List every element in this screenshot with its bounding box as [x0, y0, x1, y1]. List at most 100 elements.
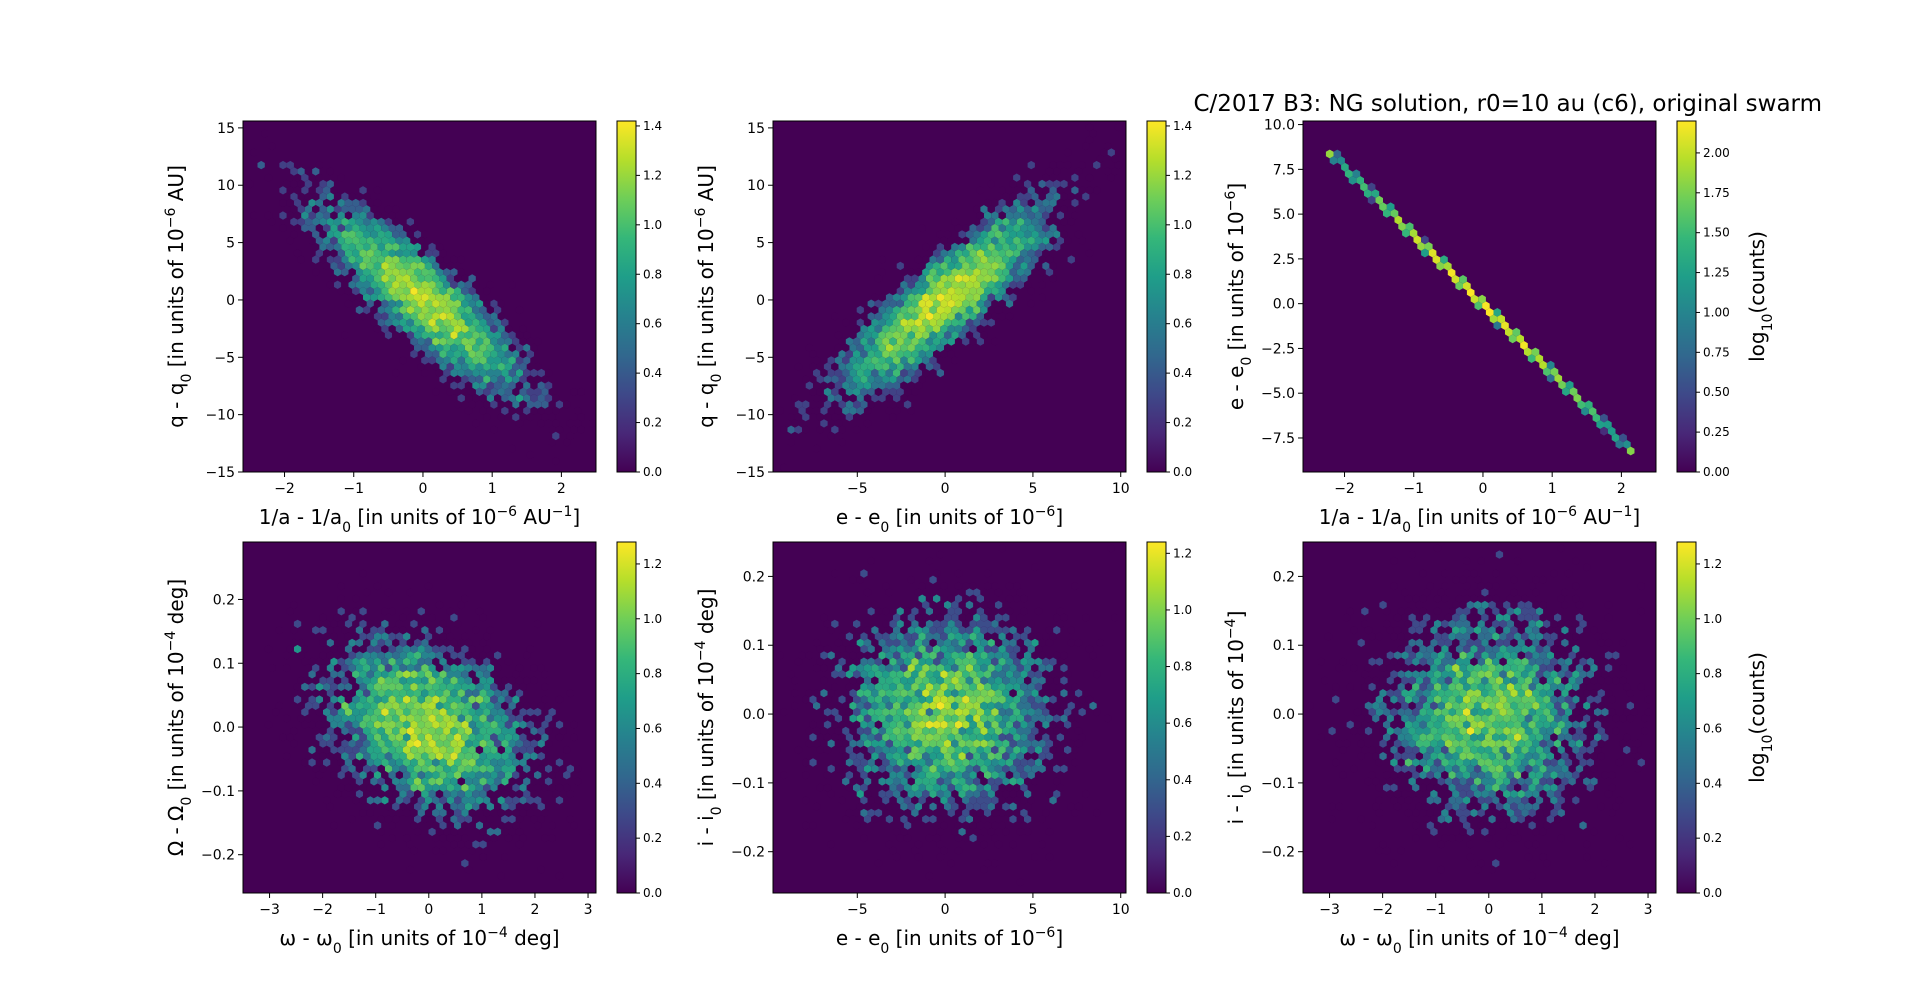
hexbin-cell — [461, 670, 469, 679]
hexbin-cell — [889, 387, 897, 397]
hexbin-cell — [395, 707, 403, 717]
hexbin-cell — [1415, 777, 1423, 786]
hexbin-cell — [878, 318, 886, 327]
hexbin-cell — [403, 770, 411, 780]
hexbin-cell — [1477, 783, 1485, 792]
hexbin-cell — [392, 230, 400, 239]
hexbin-cell — [947, 670, 955, 679]
hexbin-cell — [479, 381, 487, 390]
hexbin-cell — [834, 343, 843, 352]
hexbin-cell — [936, 739, 944, 748]
hexbin-cell — [936, 343, 944, 352]
hexbin-cell — [1393, 764, 1402, 773]
hexbin-cell — [1024, 726, 1032, 736]
hexbin-cell — [344, 644, 353, 654]
hexbin-cell — [954, 312, 963, 321]
hexbin-cell — [428, 663, 436, 673]
hexbin-cell — [1514, 770, 1522, 780]
hexbin-cell — [882, 312, 890, 321]
hexbin-cell — [399, 802, 407, 811]
hexbin-cell — [1364, 676, 1373, 685]
colorbar-tick-label: 0.4 — [1173, 366, 1192, 380]
hexbin-cell — [494, 368, 502, 378]
x-axis-label: e - e0 [in units of 10−6] — [836, 504, 1063, 536]
hexbin-cell — [475, 349, 484, 359]
hexbin-cell — [944, 802, 952, 811]
hexbin-cell — [1437, 865, 1445, 874]
hexbin-cell — [896, 644, 904, 654]
hexbin-cell — [893, 394, 901, 403]
hexbin-cell — [1583, 739, 1591, 748]
hexbin-cell — [468, 657, 476, 666]
hexbin-cell — [1390, 695, 1398, 704]
hexbin-cell — [1481, 651, 1489, 660]
hexbin-cell — [1477, 707, 1485, 717]
hexbin-cell — [337, 682, 345, 692]
colorbar-tick-label: 1.50 — [1703, 226, 1730, 240]
hexbin-cell — [1557, 682, 1565, 692]
hexbin-cell — [1562, 387, 1570, 396]
hexbin-cell — [403, 745, 411, 755]
hexbin-cell — [1561, 752, 1569, 761]
hexbin-cell — [344, 657, 353, 666]
hexbin-cell — [435, 626, 444, 635]
hexbin-cell — [370, 305, 378, 315]
hexbin-cell — [512, 770, 520, 780]
hexbin-cell — [998, 720, 1006, 729]
hexbin-cell — [853, 425, 861, 434]
hexbin-cell — [544, 394, 553, 403]
hexbin-cell — [439, 299, 447, 308]
hexbin-cell — [297, 689, 305, 698]
hexbin-cell — [352, 720, 360, 729]
hexbin-cell — [1463, 556, 1471, 566]
hexbin-cell — [486, 381, 494, 390]
hexbin-cell — [377, 726, 385, 736]
hexbin-cell — [780, 707, 788, 717]
hexbin-cell — [454, 720, 462, 729]
hexbin-cell — [508, 343, 516, 352]
hexbin-cell — [1572, 670, 1580, 679]
hexbin-cell — [1600, 426, 1608, 436]
hexbin-cell — [893, 764, 901, 773]
hexbin-cell — [1517, 726, 1525, 736]
hexbin-cell — [1495, 613, 1504, 622]
hexbin-cell — [333, 230, 342, 239]
hexbin-cell — [1484, 632, 1493, 641]
hexbin-cell — [577, 425, 585, 434]
hexbin-cell — [461, 324, 469, 334]
hexbin-cell — [1005, 682, 1014, 692]
hexbin-cell — [1437, 764, 1445, 773]
hexbin-cell — [326, 192, 334, 201]
hexbin-cell — [911, 707, 919, 717]
hexbin-cell — [925, 670, 933, 679]
hexbin-cell — [1488, 626, 1496, 635]
hexbin-cell — [929, 689, 937, 698]
hexbin-cell — [1539, 689, 1547, 698]
hexbin-cell — [944, 789, 952, 799]
hexbin-cell — [903, 821, 912, 830]
y-tick-label: 0.1 — [213, 656, 235, 672]
hexbin-cell — [882, 607, 890, 616]
hexbin-cell — [896, 833, 904, 843]
hexbin-cell — [944, 714, 952, 723]
hexbin-cell — [1433, 745, 1442, 755]
hexbin-cell — [849, 676, 857, 685]
hexbin-cell — [257, 160, 265, 170]
hexbin-cell — [885, 815, 893, 824]
hexbin-cell — [384, 815, 393, 824]
hexbin-cell — [319, 242, 327, 252]
hexbin-cell — [962, 707, 970, 717]
hexbin-cell — [1404, 808, 1413, 818]
hexbin-cell — [1404, 644, 1413, 654]
hexbin-cell — [486, 280, 494, 289]
hexbin-cell — [1466, 626, 1474, 635]
hexbin-cell — [1437, 714, 1445, 723]
hexbin-cell — [475, 821, 484, 830]
colorbar-tick-label: 0.0 — [643, 886, 662, 900]
hexbin-cell — [454, 695, 462, 704]
hexbin-cell — [435, 726, 444, 736]
hexbin-cell — [472, 840, 480, 849]
hexbin-cell — [519, 833, 527, 843]
hexbin-cell — [1634, 739, 1642, 748]
hexbin-cell — [853, 644, 861, 654]
